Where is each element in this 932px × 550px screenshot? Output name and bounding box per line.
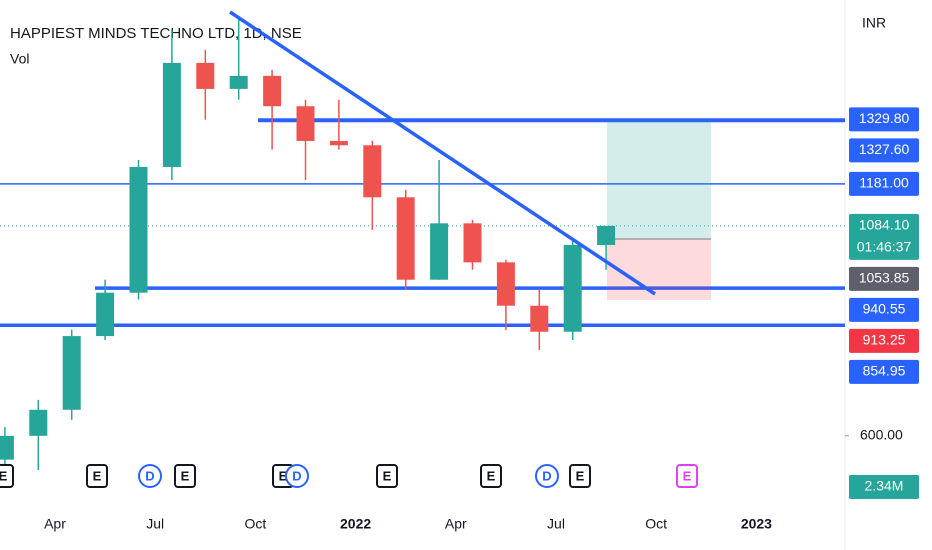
event-letter: D bbox=[292, 468, 301, 483]
volume-label: 2.34M bbox=[865, 478, 904, 494]
price-label: 913.25 bbox=[863, 332, 906, 348]
event-letter: E bbox=[487, 468, 496, 483]
candle-body bbox=[530, 305, 549, 332]
trend-line bbox=[229, 10, 656, 296]
price-label-box bbox=[849, 359, 919, 384]
event-letter: E bbox=[683, 468, 692, 483]
earnings-marker bbox=[0, 464, 14, 488]
event-letter: E bbox=[93, 468, 102, 483]
target-zone bbox=[607, 120, 711, 240]
dividend-marker bbox=[285, 464, 309, 488]
dividend-marker bbox=[138, 464, 162, 488]
price-label: 854.95 bbox=[863, 363, 906, 379]
price-label: 1329.80 bbox=[859, 110, 910, 126]
candle-body bbox=[496, 262, 515, 306]
price-label: 1053.85 bbox=[859, 270, 910, 286]
candle-body bbox=[329, 140, 348, 146]
candle-body bbox=[396, 197, 415, 280]
event-letter: E bbox=[383, 468, 392, 483]
candle-body bbox=[196, 62, 215, 89]
candle-body bbox=[29, 409, 48, 436]
y-tick-label: 600.00 bbox=[860, 427, 903, 443]
earnings-marker bbox=[569, 464, 591, 488]
candle-body bbox=[96, 292, 115, 337]
candle-body bbox=[463, 223, 482, 263]
chart-title: HAPPIEST MINDS TECHNO LTD, 1D, NSE bbox=[10, 25, 302, 42]
candle-body bbox=[296, 106, 315, 141]
stop-zone bbox=[607, 239, 711, 300]
volume-label-box bbox=[849, 475, 919, 499]
earnings-marker bbox=[174, 464, 196, 488]
event-letter: E bbox=[181, 468, 190, 483]
x-tick-label: Apr bbox=[44, 516, 66, 532]
x-tick-label: 2023 bbox=[741, 516, 772, 532]
event-letter: E bbox=[576, 468, 585, 483]
x-tick-label: Jul bbox=[547, 516, 565, 532]
candle-body bbox=[229, 75, 248, 89]
price-label: 1084.10 bbox=[859, 217, 910, 233]
volume-indicator: Vol bbox=[10, 51, 29, 67]
price-label: 940.55 bbox=[863, 301, 906, 317]
price-label: 1327.60 bbox=[859, 141, 910, 157]
x-tick-label: Jul bbox=[146, 516, 164, 532]
price-label-box bbox=[849, 213, 919, 260]
dividend-marker bbox=[535, 464, 559, 488]
candle-body bbox=[129, 166, 148, 293]
x-tick-label: 2022 bbox=[340, 516, 371, 532]
candle-body bbox=[430, 223, 449, 280]
earnings-marker bbox=[480, 464, 502, 488]
price-label-box bbox=[849, 107, 919, 132]
x-tick-label: Oct bbox=[645, 516, 667, 532]
currency: INR bbox=[862, 15, 886, 31]
earnings-marker bbox=[86, 464, 108, 488]
candle-body bbox=[0, 435, 14, 460]
candle-body bbox=[363, 145, 382, 198]
price-label: 1181.00 bbox=[859, 175, 909, 191]
candle-body bbox=[263, 75, 282, 107]
price-label-box bbox=[849, 171, 919, 196]
price-label-box bbox=[849, 266, 919, 291]
event-letter: D bbox=[542, 468, 551, 483]
candle-body bbox=[62, 336, 81, 410]
earnings-marker bbox=[676, 464, 698, 488]
event-letter: E bbox=[0, 468, 8, 483]
earnings-marker bbox=[376, 464, 398, 488]
countdown: 01:46:37 bbox=[857, 239, 912, 255]
event-letter: D bbox=[145, 468, 154, 483]
price-label-box bbox=[849, 328, 919, 353]
price-label-box bbox=[849, 138, 919, 163]
event-letter: E bbox=[279, 468, 288, 483]
price-label-box bbox=[849, 297, 919, 322]
candle-body bbox=[563, 245, 582, 332]
x-tick-label: Oct bbox=[245, 516, 267, 532]
candle-body bbox=[597, 225, 616, 246]
candle-body bbox=[162, 62, 181, 167]
x-tick-label: Apr bbox=[445, 516, 467, 532]
